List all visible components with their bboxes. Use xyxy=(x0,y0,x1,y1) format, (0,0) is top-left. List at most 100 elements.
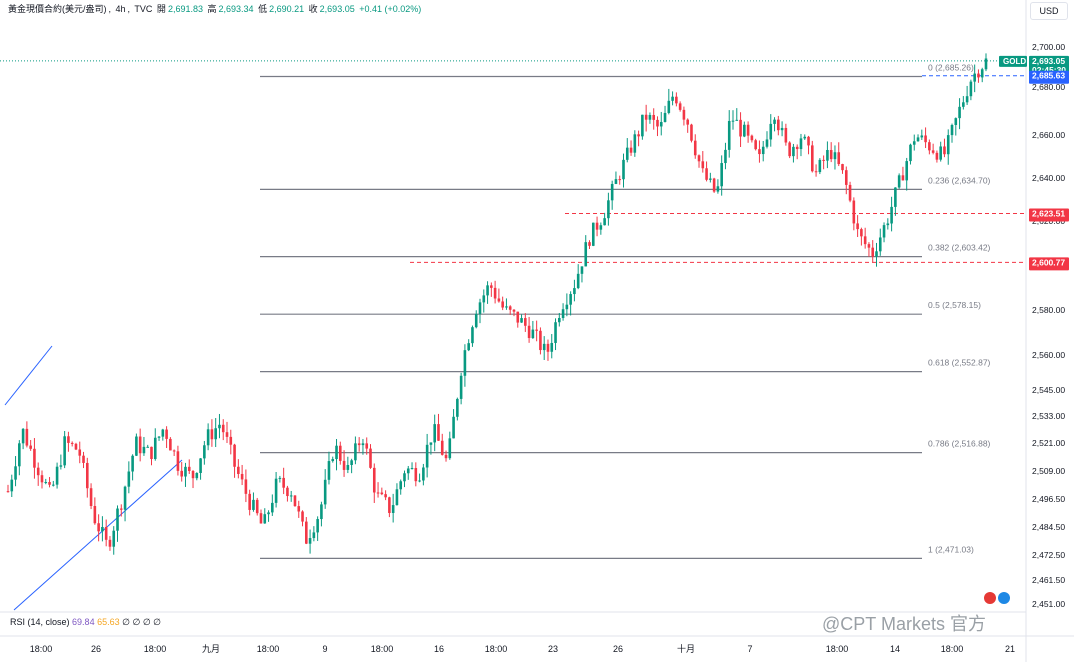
candle-body xyxy=(637,134,640,137)
candle-body xyxy=(731,120,735,122)
x-tick-label: 9 xyxy=(322,644,327,654)
candle-body xyxy=(206,429,210,446)
candle-body xyxy=(712,178,716,192)
candle-body xyxy=(63,436,66,466)
candle-body xyxy=(463,350,467,376)
candle-body xyxy=(150,446,153,460)
candle-body xyxy=(165,429,168,439)
candle-body xyxy=(44,482,48,484)
x-tick-label: 7 xyxy=(747,644,752,654)
interval-label[interactable]: 4h xyxy=(115,4,126,14)
candle-body xyxy=(399,481,403,490)
candle-body xyxy=(750,135,754,141)
low-label: 低 xyxy=(258,4,268,14)
x-tick-label: 九月 xyxy=(202,644,220,654)
candle-body xyxy=(380,492,384,495)
candle-body xyxy=(278,477,282,479)
candle-body xyxy=(686,119,689,125)
candle-body xyxy=(663,112,667,122)
level-tag-bg xyxy=(1029,70,1069,84)
us-flag-icon[interactable] xyxy=(998,592,1010,604)
candle-body xyxy=(610,183,614,201)
candle-body xyxy=(293,495,297,507)
open-label: 開 xyxy=(156,4,166,14)
candle-body xyxy=(928,142,931,151)
rsi-legend[interactable]: RSI (14, close) 69.84 65.63 ∅ ∅ ∅ ∅ xyxy=(10,617,161,628)
candle-body xyxy=(354,443,357,461)
candle-body xyxy=(678,103,682,110)
candle-body xyxy=(788,142,791,157)
candle-body xyxy=(25,428,29,446)
candle-body xyxy=(221,424,225,433)
candle-body xyxy=(184,466,187,477)
candle-body xyxy=(837,152,841,165)
x-tick-label: 18:00 xyxy=(941,644,964,654)
event-icon[interactable] xyxy=(984,592,996,604)
candle-body xyxy=(271,502,274,513)
candle-body xyxy=(811,145,814,172)
watermark: @CPT Markets 官方 xyxy=(822,614,986,634)
candle-body xyxy=(74,443,78,450)
candle-body xyxy=(305,521,308,544)
candle-body xyxy=(520,318,523,323)
x-tick-label: 14 xyxy=(890,644,900,654)
candle-body xyxy=(659,121,663,127)
candle-body xyxy=(524,318,527,326)
close-label: 收 xyxy=(308,4,318,14)
candle-body xyxy=(531,329,535,339)
candle-body xyxy=(482,295,486,303)
candle-body xyxy=(984,58,988,70)
candle-body xyxy=(633,134,637,153)
level-tag-bg xyxy=(1029,208,1069,222)
candle-body xyxy=(625,147,629,160)
candle-body xyxy=(388,497,391,513)
candle-body xyxy=(169,438,172,451)
candle-body xyxy=(754,140,757,150)
candle-body xyxy=(901,175,905,181)
candle-body xyxy=(882,225,886,238)
candle-body xyxy=(29,445,32,449)
candle-body xyxy=(180,470,183,477)
candle-body xyxy=(965,96,969,103)
candle-body xyxy=(14,466,17,480)
candle-body xyxy=(508,306,512,310)
candle-body xyxy=(119,508,123,510)
candle-body xyxy=(452,416,455,439)
y-tick-label: 2,660.00 xyxy=(1032,130,1065,140)
candle-body xyxy=(218,424,221,429)
y-tick-label: 2,680.00 xyxy=(1032,82,1065,92)
candle-body xyxy=(59,465,63,467)
candle-body xyxy=(705,168,708,180)
candle-body xyxy=(784,127,788,143)
close-value: 2,693.05 xyxy=(319,4,355,14)
candle-body xyxy=(459,375,463,399)
candle-body xyxy=(833,152,837,160)
candle-body xyxy=(248,493,251,510)
candle-body xyxy=(97,523,100,532)
x-tick-label: 26 xyxy=(91,644,101,654)
x-tick-label: 十月 xyxy=(677,643,695,654)
candle-body xyxy=(233,444,236,467)
candle-body xyxy=(886,223,890,226)
symbol-name[interactable]: 黃金現價合約(美元/盎司) xyxy=(8,4,107,14)
candle-body xyxy=(108,539,112,547)
rsi-value-1: 69.84 xyxy=(72,617,95,627)
candle-body xyxy=(682,109,686,120)
level-tag-text: 2,685.63 xyxy=(1032,71,1065,81)
candle-body xyxy=(301,511,304,522)
currency-button[interactable]: USD xyxy=(1030,2,1068,20)
fib-level-label: 0.5 (2,578.15) xyxy=(928,300,981,310)
candle-body xyxy=(369,448,372,468)
candle-body xyxy=(127,471,131,487)
candle-body xyxy=(697,155,701,162)
candle-body xyxy=(863,236,867,245)
candle-body xyxy=(958,106,961,119)
candle-body xyxy=(539,330,542,351)
change-value: +0.41 (+0.02%) xyxy=(359,4,422,14)
candle-body xyxy=(931,150,935,153)
candle-body xyxy=(282,477,285,488)
candle-body xyxy=(338,445,342,461)
candle-body xyxy=(542,343,546,351)
candle-body xyxy=(814,171,818,173)
